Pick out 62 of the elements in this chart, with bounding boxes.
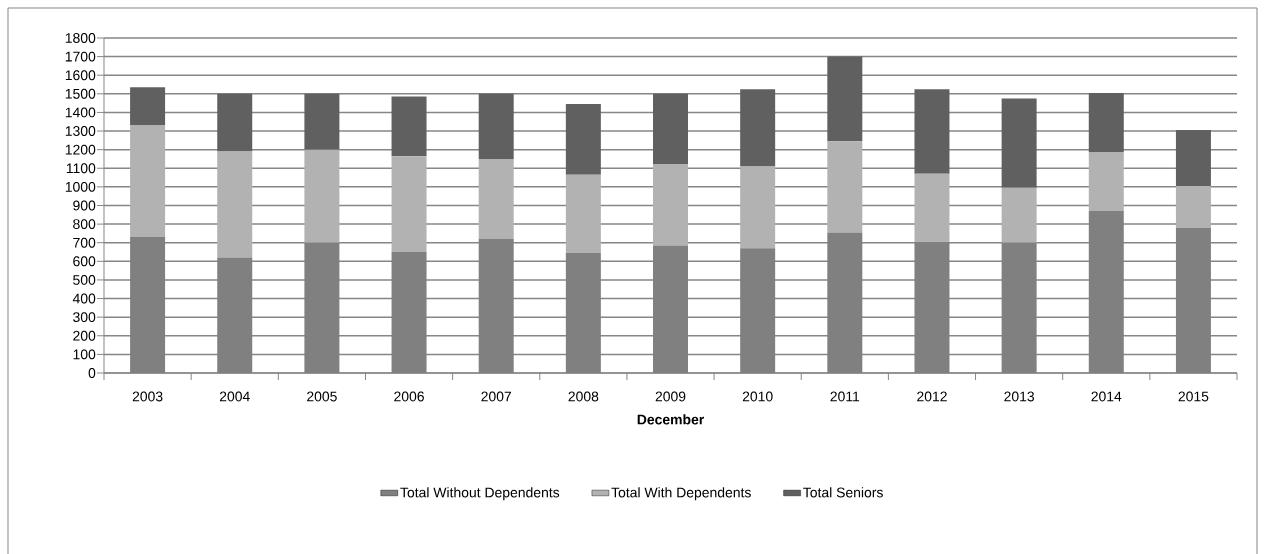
bar: [1088, 92, 1124, 153]
y-tick-label: 1300: [65, 126, 96, 136]
legend-label: Total With Dependents: [611, 487, 751, 501]
bar: [1001, 187, 1037, 243]
bar: [653, 93, 689, 165]
y-tick-label: 700: [73, 237, 96, 248]
bar: [1175, 185, 1211, 228]
legend-label: Total Without Dependents: [400, 487, 560, 501]
bar: [391, 156, 427, 253]
bar: [827, 141, 863, 233]
x-axis-title: December: [637, 414, 705, 425]
y-tick-label: 900: [73, 200, 96, 211]
y-tick-label: 200: [73, 330, 96, 341]
y-tick-label: 1500: [65, 88, 96, 99]
y-tick-label: 0: [88, 368, 96, 378]
x-tick-label: 2007: [481, 391, 512, 402]
x-tick-label: 2006: [394, 391, 424, 402]
x-tick-label: 2004: [219, 391, 250, 402]
bar: [478, 93, 514, 159]
legend-label: Total Seniors: [803, 487, 883, 498]
y-tick-label: 800: [73, 219, 96, 230]
x-tick-label: 2003: [132, 391, 163, 402]
y-tick-label: 1800: [65, 33, 96, 43]
y-tick-label: 1600: [65, 70, 96, 81]
bar: [217, 93, 253, 152]
x-tick-label: 2005: [307, 391, 337, 402]
x-tick-label: 2010: [742, 391, 773, 402]
bar: [130, 87, 166, 126]
bar: [914, 89, 950, 174]
x-tick-label: 2008: [568, 391, 599, 402]
bar: [217, 151, 253, 258]
x-tick-label: 2009: [655, 391, 686, 402]
bar: [653, 164, 689, 246]
y-tick-label: 1000: [65, 181, 96, 192]
bar: [914, 173, 950, 242]
y-tick-label: 400: [72, 293, 96, 304]
bar: [740, 166, 776, 249]
bar: [1088, 152, 1124, 212]
bar: [391, 96, 427, 157]
bar: [1175, 130, 1211, 186]
bar: [304, 149, 340, 243]
y-tick-label: 1100: [66, 163, 96, 174]
bar: [740, 89, 776, 167]
bar: [827, 56, 863, 142]
x-tick-label: 2011: [830, 391, 860, 402]
bar: [565, 174, 601, 253]
bar: [304, 93, 340, 150]
x-tick-label: 2012: [917, 391, 947, 402]
bar: [1001, 98, 1037, 188]
x-tick-label: 2015: [1178, 391, 1209, 402]
x-tick-label: 2013: [1004, 391, 1035, 402]
y-tick-label: 1200: [65, 144, 96, 155]
y-tick-label: 1400: [65, 107, 96, 118]
y-tick-label: 600: [73, 256, 96, 267]
bar: [565, 104, 601, 175]
y-tick-label: 500: [73, 274, 96, 285]
y-tick-label: 300: [73, 312, 96, 323]
x-tick-label: 2014: [1091, 391, 1122, 402]
bar: [478, 158, 514, 239]
y-tick-label: 100: [73, 349, 96, 360]
bar: [130, 125, 166, 238]
y-tick-label: 1700: [65, 51, 96, 62]
